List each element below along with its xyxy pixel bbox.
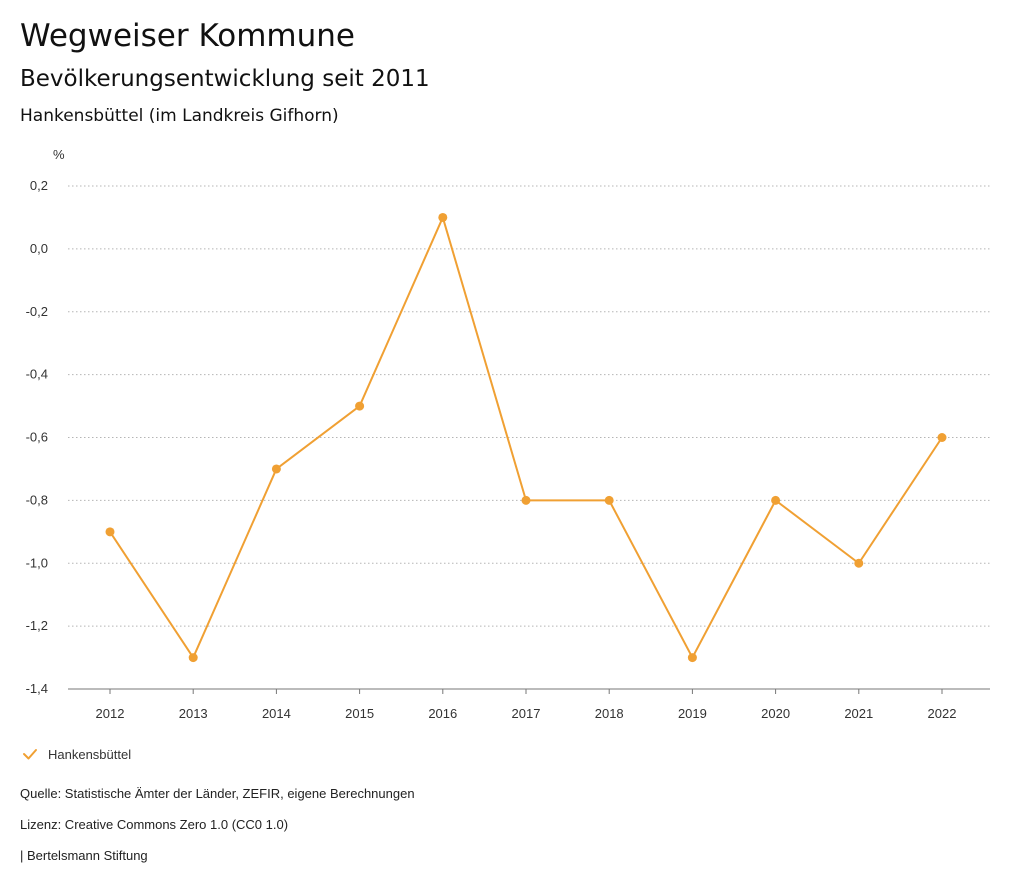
chart-subtitle: Bevölkerungsentwicklung seit 2011 xyxy=(20,66,430,92)
data-point-2019[interactable] xyxy=(687,653,697,663)
x-tick-label: 2012 xyxy=(96,706,125,721)
legend-label: Hankensbüttel xyxy=(48,746,132,762)
region-label: Hankensbüttel (im Landkreis Gifhorn) xyxy=(20,106,339,126)
publisher-note[interactable]: | Bertelsmann Stiftung xyxy=(20,848,148,863)
y-axis-unit: % xyxy=(53,147,65,162)
x-tick-label: 2015 xyxy=(345,706,374,721)
data-point-2013[interactable] xyxy=(188,653,198,663)
x-axis: 2012 2013 2014 2015 2016 2017 2018 2019 2020 2021… xyxy=(68,688,990,721)
license-note: Lizenz: Creative Commons Zero 1.0 (CC0 1… xyxy=(20,817,289,832)
data-point-2020[interactable] xyxy=(771,495,781,505)
page-title: Wegweiser Kommune xyxy=(20,18,355,54)
x-tick-label: 2020 xyxy=(761,706,790,721)
y-tick-label: -1,2 xyxy=(26,618,48,633)
x-tick-label: 2016 xyxy=(428,706,457,721)
data-point-2017[interactable] xyxy=(521,495,531,505)
x-tick-label: 2018 xyxy=(595,706,624,721)
data-point-2014[interactable] xyxy=(271,464,281,474)
x-tick-label: 2022 xyxy=(928,706,957,721)
data-point-2012[interactable] xyxy=(105,527,115,537)
y-axis: % 0,2 0,0 -0,2 -0,4 -0,6 -0,8 -1,0 -1,2 -1,4 xyxy=(26,147,65,696)
x-tick-label: 2021 xyxy=(844,706,873,721)
source-note: Quelle: Statistische Ämter der Länder, Z… xyxy=(20,786,415,801)
y-tick-label: -0,6 xyxy=(26,430,48,445)
y-tick-label: 0,2 xyxy=(30,178,48,193)
x-tick-label: 2017 xyxy=(512,706,541,721)
y-tick-label: -1,0 xyxy=(26,555,48,570)
y-tick-label: -0,2 xyxy=(26,304,48,319)
y-tick-label: -0,8 xyxy=(26,492,48,507)
legend-item-hankensbuettel[interactable]: Hankensbüttel xyxy=(22,744,131,764)
data-point-2015[interactable] xyxy=(355,401,365,411)
data-point-2021[interactable] xyxy=(854,558,864,568)
x-tick-label: 2013 xyxy=(179,706,208,721)
series-hankensbuettel[interactable] xyxy=(105,212,947,663)
data-point-2018[interactable] xyxy=(604,495,614,505)
data-point-2022[interactable] xyxy=(937,433,947,442)
check-icon xyxy=(22,744,38,764)
y-tick-label: -1,4 xyxy=(26,681,48,696)
x-tick-label: 2014 xyxy=(262,706,291,721)
gridlines xyxy=(68,185,990,690)
y-tick-label: -0,4 xyxy=(26,367,48,382)
line-chart: % 0,2 0,0 -0,2 -0,4 -0,6 -0,8 -1,0 -1,2 -1,4 2012… xyxy=(26,147,990,721)
y-tick-label: 0,0 xyxy=(30,241,48,256)
data-point-2016[interactable] xyxy=(438,212,448,222)
x-tick-label: 2019 xyxy=(678,706,707,721)
